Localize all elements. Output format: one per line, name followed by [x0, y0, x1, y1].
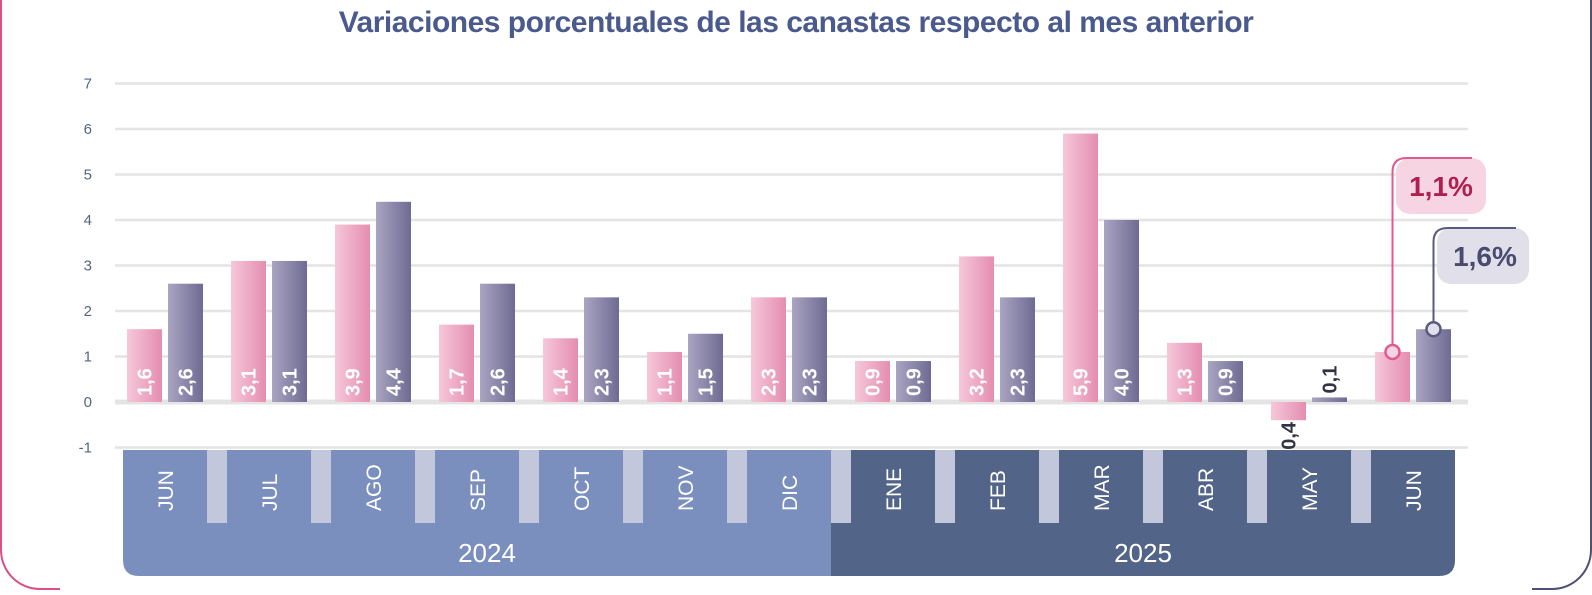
category-cell — [227, 450, 311, 523]
category-cell — [955, 450, 1039, 523]
bar — [272, 260, 307, 402]
category-cell — [747, 450, 831, 523]
bar-value-label: 5,9 — [1071, 368, 1093, 396]
category-label: SEP — [467, 469, 490, 511]
bar — [1375, 351, 1410, 402]
bar-value-label: 0,9 — [1216, 368, 1238, 396]
year-band — [123, 523, 851, 576]
category-label: JUN — [1403, 470, 1426, 511]
category-label: DIC — [779, 475, 802, 511]
category-cell — [1371, 450, 1455, 523]
bar-value-label: 2,3 — [800, 368, 822, 396]
y-tick-label: 3 — [84, 258, 92, 275]
bar — [584, 297, 619, 402]
category-cell — [1163, 450, 1247, 523]
callout-label-pink: 1,1% — [1409, 171, 1473, 202]
bar — [1167, 342, 1202, 402]
callout-box-pink — [1396, 158, 1486, 214]
category-label: JUL — [259, 474, 282, 511]
y-tick-label: 5 — [84, 167, 92, 184]
callout-label-purple: 1,6% — [1453, 241, 1517, 272]
bar-value-label: 1,1 — [655, 368, 677, 396]
bar — [1208, 361, 1243, 402]
bar-value-label: 2,3 — [592, 368, 614, 396]
bar-value-label: 1,5 — [696, 368, 718, 396]
bar-value-label: 1,6 — [135, 368, 157, 396]
bar-value-label: 4,0 — [1112, 368, 1134, 396]
callout-marker-pink — [1384, 343, 1401, 361]
bar — [896, 361, 931, 402]
bar-value-label: 2,3 — [1008, 368, 1030, 396]
bar — [231, 260, 266, 402]
bar — [1000, 297, 1035, 402]
category-cell — [435, 450, 519, 523]
bar — [1063, 133, 1098, 403]
category-label: ABR — [1195, 468, 1218, 511]
category-cell — [123, 450, 207, 523]
bar — [688, 333, 723, 402]
bar — [1271, 402, 1306, 421]
bar — [335, 224, 370, 402]
bar — [543, 338, 578, 402]
category-cell — [1267, 450, 1351, 523]
bar-value-label: 2,6 — [176, 368, 198, 396]
bar-value-label: 0,9 — [863, 368, 885, 396]
bar — [959, 256, 994, 402]
bar — [751, 297, 786, 402]
bar-value-label: 0,1 — [1320, 366, 1342, 394]
bar-value-label: 3,9 — [343, 368, 365, 396]
bar-value-label: 1,3 — [1175, 368, 1197, 396]
category-label: OCT — [571, 467, 594, 512]
bar — [127, 329, 162, 402]
category-label: MAR — [1091, 464, 1114, 511]
y-tick-label: 4 — [84, 212, 92, 229]
bar-value-label: -0,4 — [1279, 421, 1301, 456]
bar-value-label: 3,2 — [967, 368, 989, 396]
bar-value-label: 1,7 — [447, 368, 469, 396]
category-cell — [1059, 450, 1143, 523]
bar-value-label: 4,4 — [384, 367, 406, 396]
year-label: 2024 — [458, 538, 516, 568]
y-tick-label: 0 — [84, 394, 92, 411]
bar-value-label: 3,1 — [239, 368, 261, 396]
category-label: JUN — [155, 470, 178, 511]
category-cell — [331, 450, 415, 523]
category-label: MAY — [1299, 467, 1322, 511]
bar — [1312, 397, 1347, 402]
category-label: ENE — [883, 468, 906, 511]
category-cell — [539, 450, 623, 523]
callout-marker-purple — [1425, 320, 1442, 338]
category-label: NOV — [675, 465, 698, 511]
callout-leader-pink — [1391, 157, 1472, 344]
callout-box-purple — [1437, 228, 1529, 284]
y-tick-label: 6 — [84, 121, 92, 138]
bar — [792, 297, 827, 402]
bar — [855, 361, 890, 402]
callout-leader-purple — [1432, 227, 1516, 322]
y-tick-label: 1 — [84, 349, 92, 366]
y-tick-label: 2 — [84, 303, 92, 320]
bar — [168, 283, 203, 402]
bar — [376, 201, 411, 402]
y-tick-label: -1 — [79, 440, 92, 457]
chart-title: Variaciones porcentuales de las canastas… — [338, 6, 1254, 39]
category-label: FEB — [987, 470, 1010, 511]
bar-value-label: 0,9 — [904, 368, 926, 396]
bar-value-label: 3,1 — [280, 368, 302, 396]
category-cell — [643, 450, 727, 523]
bar — [647, 351, 682, 402]
y-tick-label: 7 — [84, 76, 92, 93]
year-band — [831, 523, 1455, 576]
bar-value-label: 2,6 — [488, 368, 510, 396]
bar-value-label: 2,3 — [759, 368, 781, 396]
bar — [1416, 329, 1451, 402]
bar-value-label: 1,4 — [551, 367, 573, 396]
bar — [439, 324, 474, 402]
category-cell — [851, 450, 935, 523]
bar — [1104, 220, 1139, 402]
bar — [480, 283, 515, 402]
category-label: AGO — [363, 464, 386, 511]
year-label: 2025 — [1114, 538, 1172, 568]
